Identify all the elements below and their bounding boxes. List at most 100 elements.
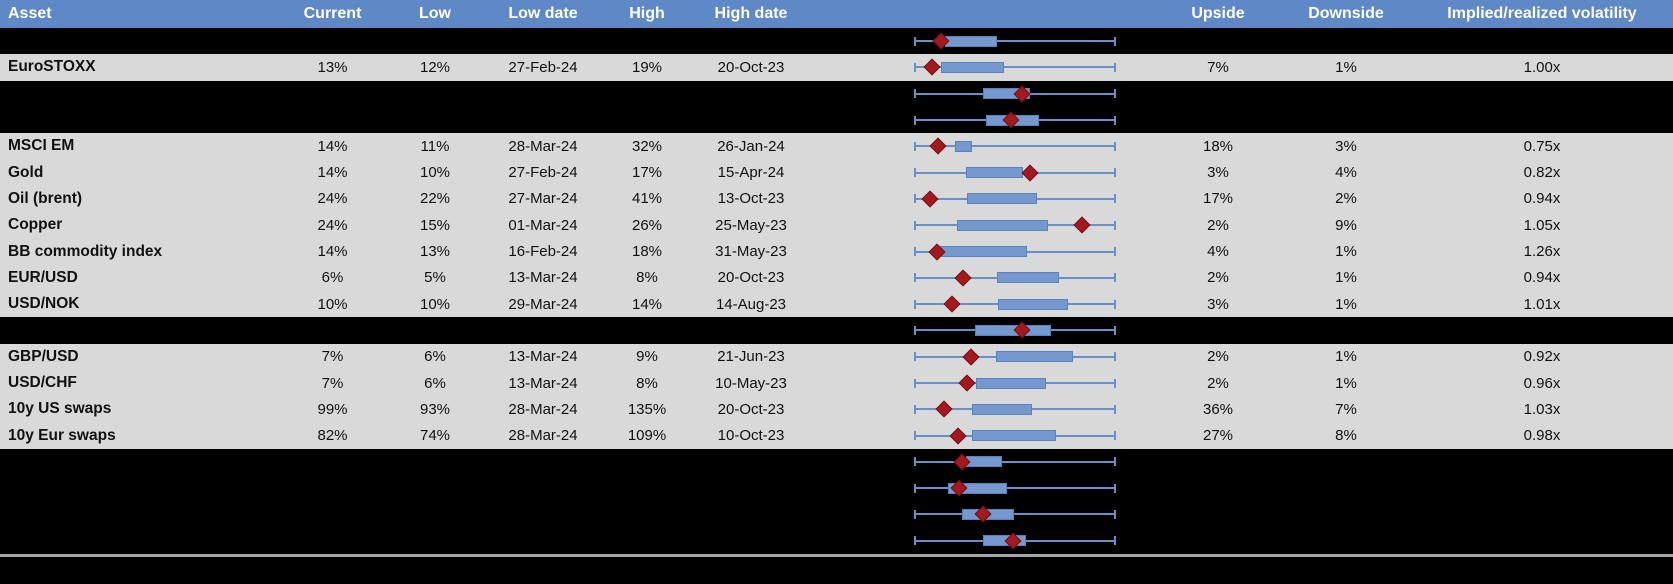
cell-low-date[interactable]: 27-Feb-24 <box>508 58 578 76</box>
col-header-high-date[interactable]: High date <box>714 5 788 22</box>
col-header-low[interactable]: Low <box>419 5 451 22</box>
cell-current[interactable]: 24% <box>317 190 348 208</box>
cell-high-date[interactable]: 31-May-23 <box>715 243 787 261</box>
cell-upside[interactable]: 36% <box>1202 400 1234 418</box>
cell-low[interactable]: 6% <box>424 348 446 366</box>
cell-upside[interactable]: 4% <box>1207 243 1229 261</box>
cell-asset[interactable]: GBP/USD <box>8 347 79 365</box>
cell-upside[interactable]: 7% <box>1207 58 1229 76</box>
cell-low[interactable]: 22% <box>419 190 451 208</box>
col-header-current[interactable]: Current <box>303 5 362 22</box>
cell-asset[interactable]: 10y Eur swaps <box>8 426 116 444</box>
cell-asset[interactable]: 10y US swaps <box>8 400 112 418</box>
col-header-upside[interactable]: Upside <box>1191 5 1245 22</box>
cell-upside[interactable]: 17% <box>1202 190 1234 208</box>
cell-high[interactable]: 135% <box>627 400 667 418</box>
cell-high-date[interactable]: 14-Aug-23 <box>715 295 787 313</box>
cell-high[interactable]: 8% <box>636 374 658 392</box>
cell-vol[interactable]: 1.26x <box>1523 243 1561 261</box>
cell-asset[interactable]: USD/CHF <box>8 374 77 391</box>
cell-high[interactable]: 8% <box>636 269 658 287</box>
cell-current[interactable]: 14% <box>317 164 348 182</box>
cell-current[interactable]: 13% <box>317 58 348 76</box>
cell-high-date[interactable]: 10-May-23 <box>715 374 787 392</box>
cell-high-date[interactable]: 20-Oct-23 <box>717 400 785 418</box>
col-header-implied-realized-vol[interactable]: Implied/realized volatility <box>1447 5 1637 22</box>
cell-low-date[interactable]: 13-Mar-24 <box>508 374 578 392</box>
cell-current[interactable]: 82% <box>317 427 348 445</box>
cell-high-date[interactable]: 15-Apr-24 <box>717 164 785 182</box>
cell-low-date[interactable]: 28-Mar-24 <box>508 137 578 155</box>
cell-low-date[interactable]: 28-Mar-24 <box>508 427 578 445</box>
cell-current[interactable]: 24% <box>317 216 348 234</box>
cell-low[interactable]: 10% <box>419 295 451 313</box>
cell-vol[interactable]: 1.00x <box>1523 58 1561 76</box>
cell-high-date[interactable]: 20-Oct-23 <box>717 58 785 76</box>
cell-low[interactable]: 13% <box>419 243 451 261</box>
cell-current[interactable]: 14% <box>317 243 348 261</box>
cell-upside[interactable]: 27% <box>1202 427 1234 445</box>
cell-downside[interactable]: 2% <box>1335 190 1357 208</box>
cell-upside[interactable]: 2% <box>1207 269 1229 287</box>
cell-high[interactable]: 32% <box>631 137 663 155</box>
cell-downside[interactable]: 1% <box>1335 269 1357 287</box>
cell-vol[interactable]: 1.05x <box>1523 216 1561 234</box>
cell-downside[interactable]: 1% <box>1335 348 1357 366</box>
cell-high-date[interactable]: 13-Oct-23 <box>717 190 785 208</box>
cell-low[interactable]: 5% <box>424 269 446 287</box>
cell-high[interactable]: 109% <box>627 427 667 445</box>
col-header-asset[interactable]: Asset <box>8 5 52 22</box>
cell-high-date[interactable]: 26-Jan-24 <box>717 137 785 155</box>
cell-low-date[interactable]: 27-Mar-24 <box>508 190 578 208</box>
cell-asset[interactable]: MSCI EM <box>8 137 75 155</box>
cell-vol[interactable]: 0.98x <box>1523 427 1561 445</box>
cell-vol[interactable]: 0.82x <box>1523 164 1561 182</box>
cell-high-date[interactable]: 25-May-23 <box>715 216 787 234</box>
cell-low-date[interactable]: 13-Mar-24 <box>508 269 578 287</box>
cell-vol[interactable]: 1.03x <box>1523 400 1561 418</box>
cell-low-date[interactable]: 16-Feb-24 <box>508 243 578 261</box>
cell-current[interactable]: 7% <box>321 374 344 392</box>
cell-high[interactable]: 19% <box>631 58 663 76</box>
cell-low-date[interactable]: 01-Mar-24 <box>508 216 578 234</box>
cell-upside[interactable]: 3% <box>1207 164 1229 182</box>
cell-high[interactable]: 9% <box>636 348 658 366</box>
cell-vol[interactable]: 0.94x <box>1523 190 1561 208</box>
cell-upside[interactable]: 2% <box>1207 374 1229 392</box>
cell-current[interactable]: 10% <box>317 295 348 313</box>
cell-upside[interactable]: 2% <box>1207 348 1229 366</box>
cell-downside[interactable]: 9% <box>1335 216 1357 234</box>
cell-current[interactable]: 7% <box>321 348 344 366</box>
cell-vol[interactable]: 1.01x <box>1523 295 1561 313</box>
cell-low-date[interactable]: 28-Mar-24 <box>508 400 578 418</box>
cell-low[interactable]: 11% <box>420 137 450 155</box>
col-header-downside[interactable]: Downside <box>1308 5 1384 22</box>
cell-current[interactable]: 99% <box>317 400 348 418</box>
cell-high-date[interactable]: 21-Jun-23 <box>717 348 785 366</box>
cell-low[interactable]: 6% <box>424 374 446 392</box>
cell-high[interactable]: 14% <box>631 295 663 313</box>
cell-high[interactable]: 26% <box>631 216 663 234</box>
cell-downside[interactable]: 1% <box>1335 295 1357 313</box>
cell-low-date[interactable]: 27-Feb-24 <box>508 164 578 182</box>
cell-current[interactable]: 6% <box>321 269 344 287</box>
cell-upside[interactable]: 3% <box>1207 295 1229 313</box>
cell-low[interactable]: 93% <box>419 400 451 418</box>
cell-asset[interactable]: BB commodity index <box>8 242 163 260</box>
cell-downside[interactable]: 8% <box>1335 427 1357 445</box>
cell-low-date[interactable]: 13-Mar-24 <box>508 348 578 366</box>
cell-downside[interactable]: 1% <box>1335 58 1357 76</box>
cell-downside[interactable]: 4% <box>1335 164 1357 182</box>
cell-asset[interactable]: USD/NOK <box>8 295 80 313</box>
cell-current[interactable]: 14% <box>317 137 348 155</box>
cell-upside[interactable]: 18% <box>1202 137 1234 155</box>
cell-downside[interactable]: 7% <box>1335 400 1357 418</box>
cell-downside[interactable]: 1% <box>1335 243 1357 261</box>
cell-downside[interactable]: 1% <box>1335 374 1357 392</box>
cell-vol[interactable]: 0.96x <box>1523 374 1561 392</box>
cell-vol[interactable]: 0.94x <box>1523 269 1561 287</box>
cell-low[interactable]: 12% <box>419 58 451 76</box>
cell-asset[interactable]: EUR/USD <box>8 268 78 286</box>
cell-asset[interactable]: Oil (brent) <box>8 189 83 207</box>
cell-low[interactable]: 10% <box>419 164 451 182</box>
